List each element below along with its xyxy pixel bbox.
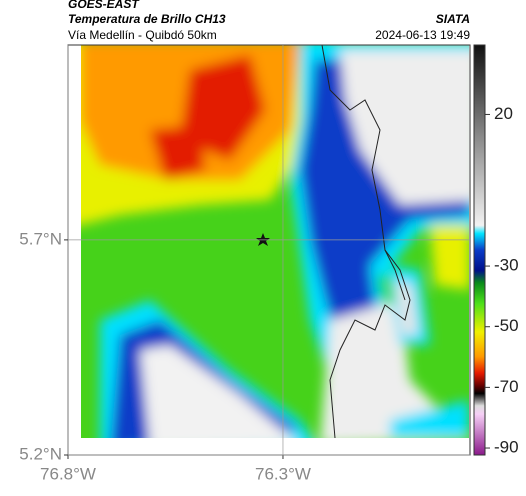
temperature-field [81, 45, 469, 438]
agency: SIATA [436, 12, 470, 26]
y-tick-label: 5.7°N [19, 229, 62, 248]
colorbar-tick-label: -70 [494, 377, 519, 396]
datetime: 2024-06-13 19:49 [375, 28, 470, 42]
y-tick-label: 5.2°N [19, 444, 62, 463]
location-marker [256, 233, 270, 246]
x-tick-label: 76.3°W [255, 464, 311, 483]
source: GOES-EAST [68, 0, 140, 11]
subtitle: Vía Medellín - Quibdó 50km [68, 28, 217, 42]
title: Temperatura de Brillo CH13 [68, 12, 226, 26]
colorbar-tick-label: 20 [494, 104, 513, 123]
colorbar-tick-label: -50 [494, 316, 519, 335]
x-tick-label: 76.8°W [40, 464, 96, 483]
colorbar-tick-label: -90 [494, 438, 519, 457]
colorbar [473, 44, 486, 456]
colorbar-tick-label: -30 [494, 256, 519, 275]
